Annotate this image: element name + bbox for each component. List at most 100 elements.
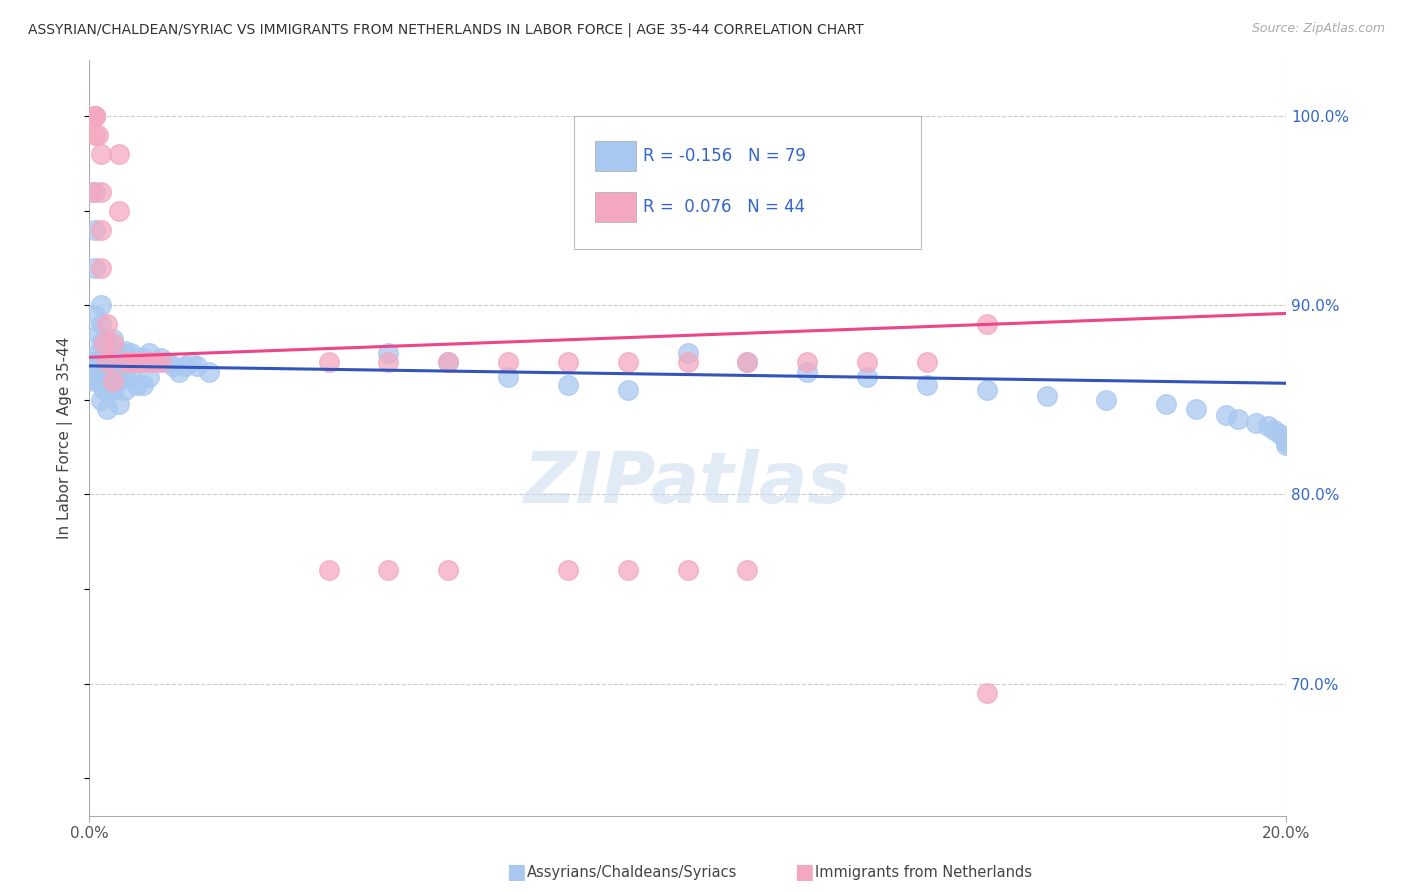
Point	[84, 109, 107, 123]
Point	[101, 384, 124, 398]
Point	[125, 355, 148, 369]
Point	[1275, 431, 1298, 445]
FancyBboxPatch shape	[574, 116, 921, 249]
Text: ASSYRIAN/CHALDEAN/SYRIAC VS IMMIGRANTS FROM NETHERLANDS IN LABOR FORCE | AGE 35-: ASSYRIAN/CHALDEAN/SYRIAC VS IMMIGRANTS F…	[28, 22, 863, 37]
Point	[90, 147, 112, 161]
Point	[1185, 402, 1208, 417]
Point	[149, 351, 172, 366]
Point	[737, 355, 759, 369]
Point	[96, 336, 118, 351]
Point	[90, 185, 112, 199]
Point	[167, 365, 190, 379]
Point	[976, 318, 998, 332]
Point	[98, 370, 121, 384]
Point	[90, 298, 112, 312]
Point	[84, 185, 107, 199]
Point	[90, 336, 112, 351]
Point	[1156, 397, 1178, 411]
Point	[737, 355, 759, 369]
Text: ■: ■	[794, 863, 814, 882]
Point	[856, 370, 879, 384]
Point	[1257, 419, 1279, 434]
Point	[90, 374, 112, 388]
Point	[138, 355, 160, 369]
Point	[156, 355, 179, 369]
Point	[198, 365, 221, 379]
Point	[114, 355, 136, 369]
Point	[101, 374, 124, 388]
Point	[149, 355, 172, 369]
Point	[93, 336, 115, 351]
Point	[90, 260, 112, 275]
Point	[101, 333, 124, 347]
Point	[120, 345, 142, 359]
Point	[557, 377, 579, 392]
Text: R = -0.156   N = 79: R = -0.156 N = 79	[644, 146, 806, 165]
Text: Source: ZipAtlas.com: Source: ZipAtlas.com	[1251, 22, 1385, 36]
Point	[138, 370, 160, 384]
Point	[108, 397, 131, 411]
Text: Immigrants from Netherlands: Immigrants from Netherlands	[815, 865, 1032, 880]
Point	[82, 365, 104, 379]
Point	[186, 359, 208, 373]
Point	[143, 355, 166, 369]
Point	[84, 308, 107, 322]
Point	[796, 355, 818, 369]
Point	[132, 351, 155, 366]
Point	[976, 686, 998, 700]
Point	[120, 355, 142, 369]
Point	[93, 355, 115, 369]
Point	[1227, 412, 1250, 426]
Point	[83, 374, 105, 388]
Point	[96, 318, 118, 332]
Point	[915, 355, 938, 369]
Point	[90, 355, 112, 369]
Point	[114, 365, 136, 379]
Point	[796, 365, 818, 379]
Point	[1263, 423, 1285, 437]
Point	[1035, 389, 1057, 403]
Point	[676, 563, 699, 577]
Point	[87, 128, 110, 143]
FancyBboxPatch shape	[595, 141, 636, 170]
Point	[856, 355, 879, 369]
Text: ■: ■	[506, 863, 526, 882]
Point	[101, 365, 124, 379]
FancyBboxPatch shape	[595, 192, 636, 222]
Point	[87, 374, 110, 388]
Y-axis label: In Labor Force | Age 35-44: In Labor Force | Age 35-44	[58, 336, 73, 539]
Point	[125, 351, 148, 366]
Point	[1095, 392, 1118, 407]
Point	[1268, 427, 1291, 442]
Point	[84, 260, 107, 275]
Point	[84, 128, 107, 143]
Point	[90, 392, 112, 407]
Point	[318, 563, 340, 577]
Point	[101, 336, 124, 351]
Point	[82, 185, 104, 199]
Point	[93, 336, 115, 351]
Point	[180, 355, 202, 369]
Point	[108, 147, 131, 161]
Point	[162, 359, 184, 373]
Point	[96, 384, 118, 398]
Point	[96, 365, 118, 379]
Point	[437, 563, 460, 577]
Point	[87, 326, 110, 341]
Text: ZIPatlas: ZIPatlas	[524, 449, 851, 517]
Point	[1275, 434, 1298, 449]
Point	[976, 384, 998, 398]
Point	[318, 355, 340, 369]
Point	[132, 355, 155, 369]
Point	[616, 355, 638, 369]
Point	[557, 355, 579, 369]
Point	[1244, 416, 1267, 430]
Point	[437, 355, 460, 369]
Point	[108, 203, 131, 218]
Point	[96, 345, 118, 359]
Point	[96, 355, 118, 369]
Point	[98, 340, 121, 354]
Point	[101, 345, 124, 359]
Point	[84, 355, 107, 369]
Point	[108, 374, 131, 388]
